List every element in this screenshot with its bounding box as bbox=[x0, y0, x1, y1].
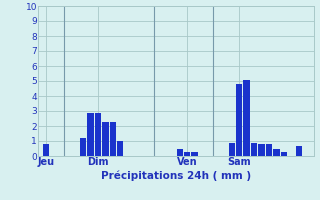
Bar bbox=[244, 79, 250, 156]
Bar bbox=[251, 142, 257, 156]
Bar bbox=[110, 121, 116, 156]
Bar bbox=[191, 152, 198, 156]
Bar bbox=[95, 113, 101, 156]
Bar bbox=[80, 138, 86, 156]
Bar bbox=[236, 84, 242, 156]
Bar bbox=[273, 148, 280, 156]
Bar bbox=[102, 121, 108, 156]
Bar bbox=[43, 144, 49, 156]
Bar bbox=[228, 142, 235, 156]
Bar bbox=[296, 146, 302, 156]
Bar bbox=[281, 152, 287, 156]
Bar bbox=[184, 152, 190, 156]
Bar bbox=[258, 144, 265, 156]
Bar bbox=[87, 112, 94, 156]
Bar bbox=[177, 148, 183, 156]
Bar bbox=[266, 144, 272, 156]
Bar bbox=[117, 141, 124, 156]
X-axis label: Précipitations 24h ( mm ): Précipitations 24h ( mm ) bbox=[101, 170, 251, 181]
